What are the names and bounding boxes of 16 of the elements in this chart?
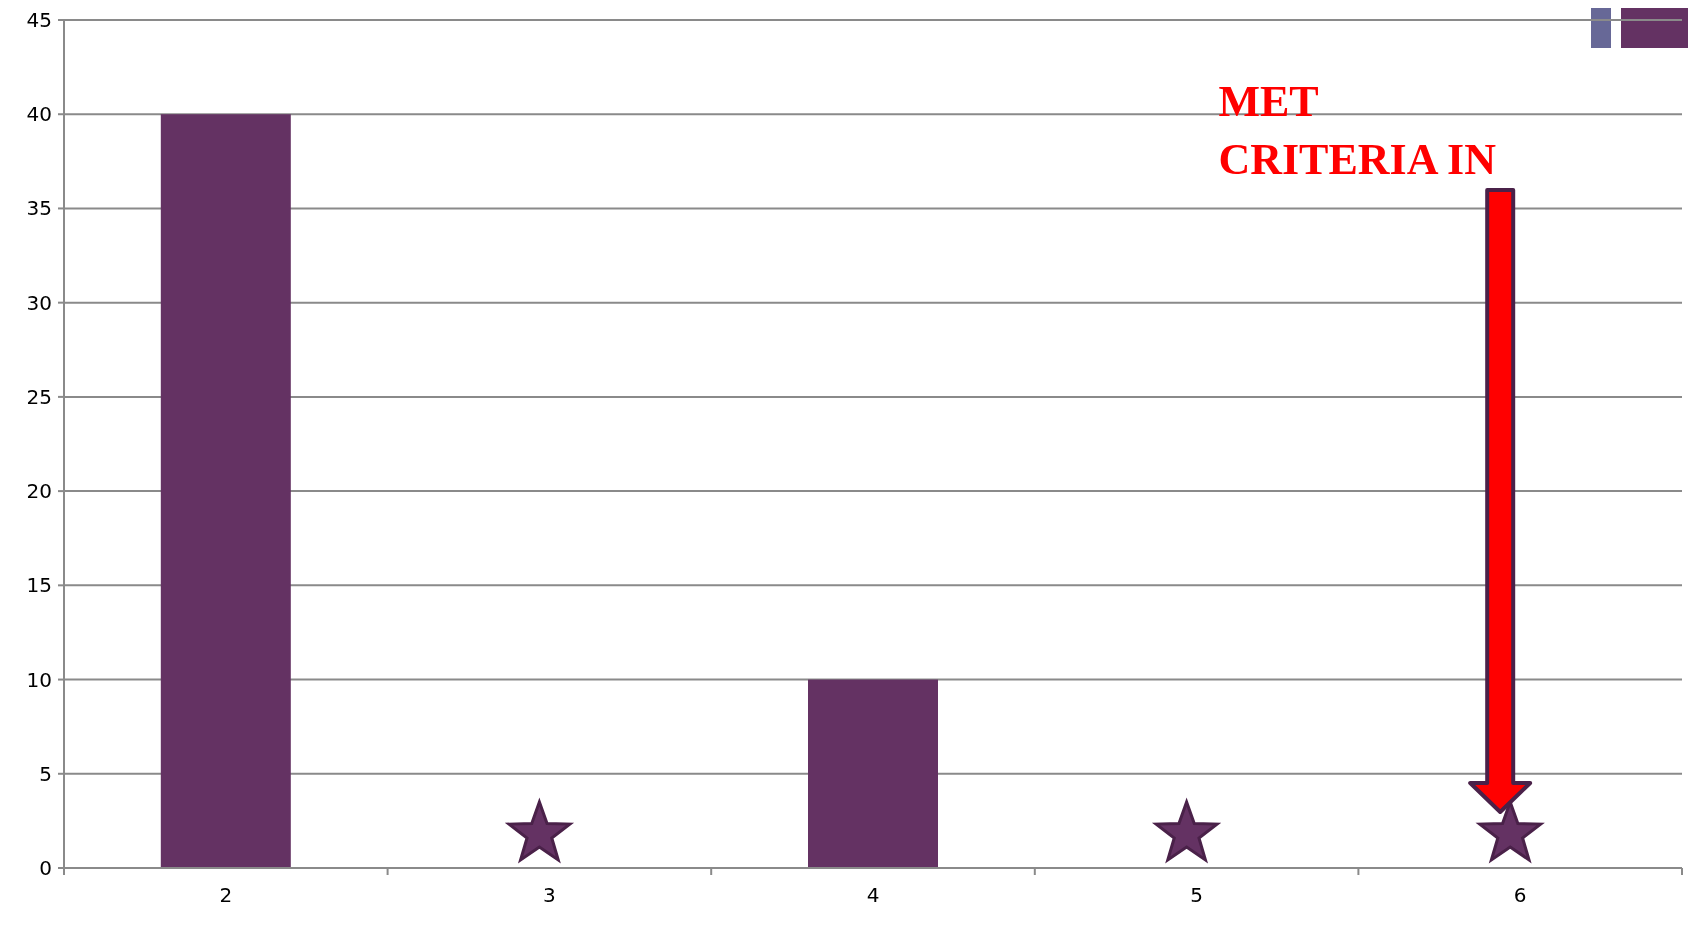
y-tick-label: 30 — [26, 290, 52, 315]
x-tick-label: 4 — [866, 883, 880, 907]
y-tick-label: 5 — [39, 761, 52, 786]
y-tick-label: 20 — [26, 479, 52, 504]
y-tick-label: 15 — [26, 573, 52, 598]
x-tick-label: 5 — [1190, 883, 1203, 907]
annotation: MET CRITERIA IN — [1218, 77, 1497, 184]
y-tick-label: 0 — [39, 856, 52, 880]
x-tick-label: 6 — [1513, 883, 1527, 907]
x-tick-label: 3 — [543, 883, 556, 907]
y-tick-label: 10 — [26, 667, 52, 692]
y-tick-label: 25 — [26, 384, 52, 409]
y-tick-label: 40 — [26, 102, 52, 127]
y-tick-label: 45 — [26, 8, 52, 32]
x-tick-label: 2 — [219, 883, 233, 907]
y-tick-label: 35 — [26, 196, 52, 221]
